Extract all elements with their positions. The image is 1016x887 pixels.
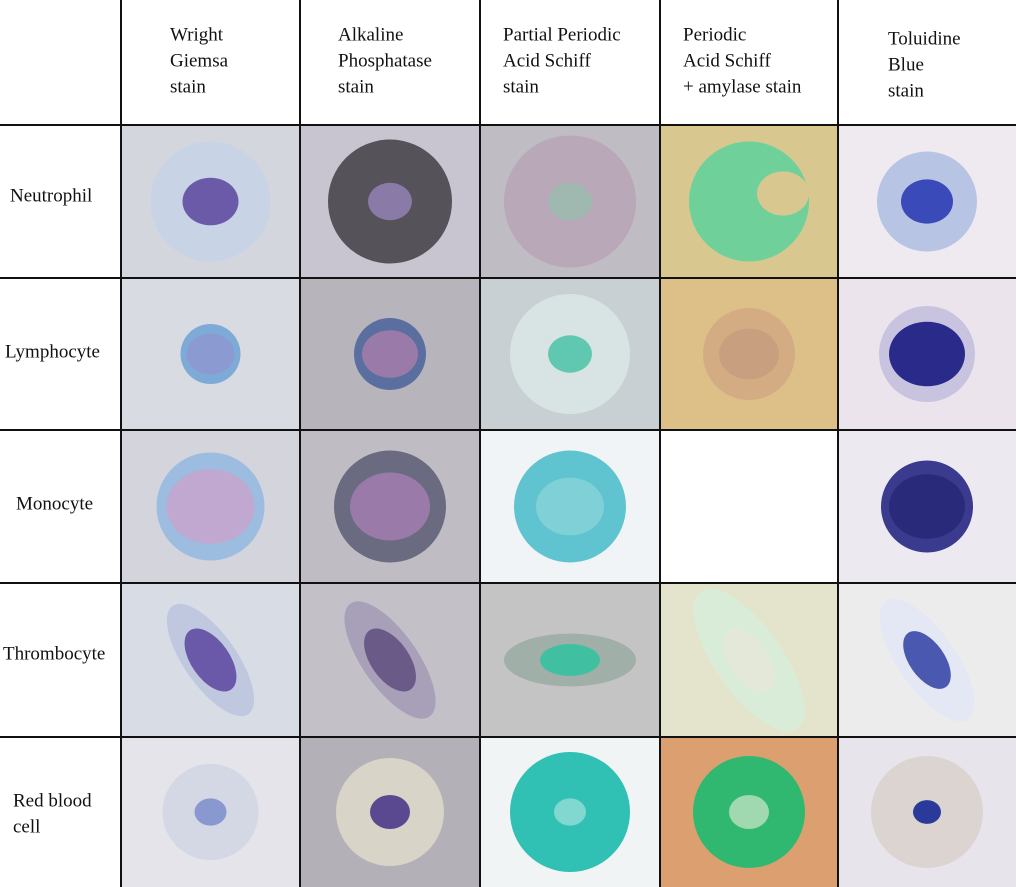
nucleus (548, 335, 592, 373)
column-header: Partial Periodic (503, 24, 621, 45)
micrograph (121, 737, 300, 887)
micrograph (121, 583, 300, 737)
nucleus (540, 644, 600, 676)
nucleus (350, 472, 430, 541)
column-header: stain (888, 80, 924, 101)
micrograph (838, 430, 1016, 583)
micrograph (480, 278, 660, 430)
column-header: Wright (170, 24, 224, 45)
micrograph (838, 583, 1016, 737)
nucleus (370, 795, 410, 829)
nucleus (901, 179, 953, 224)
micrograph (480, 583, 660, 737)
nucleus (723, 628, 775, 692)
column-header: Phosphatase (338, 50, 432, 71)
micrograph (660, 278, 838, 430)
row-label: Red blood (13, 790, 92, 811)
micrograph (838, 125, 1016, 278)
micrograph (300, 583, 480, 737)
nucleus (889, 474, 965, 539)
column-header: stain (503, 76, 539, 97)
column-header: Toluidine (888, 28, 961, 49)
micrograph (660, 737, 838, 887)
column-header: stain (338, 76, 374, 97)
nucleus (194, 798, 227, 826)
micrograph (300, 430, 480, 583)
row-label: Thrombocyte (3, 643, 105, 664)
micrograph (121, 278, 300, 430)
nucleus (889, 321, 965, 387)
nucleus (913, 800, 941, 824)
nucleus (362, 330, 418, 378)
micrograph (300, 737, 480, 887)
labels: Wright Giemsa stain Alkaline Phosphatase stai… (3, 24, 961, 837)
nucleus (554, 798, 586, 826)
micrograph (121, 125, 300, 278)
nucleus (364, 628, 416, 692)
column-header: Blue (888, 54, 924, 75)
nucleus (536, 477, 604, 536)
column-header: Acid Schiff (503, 50, 591, 71)
micrograph (660, 430, 838, 583)
micrograph (838, 278, 1016, 430)
micrograph (660, 125, 838, 278)
row-label: Neutrophil (10, 185, 92, 206)
micrograph-grid (121, 125, 1016, 887)
micrograph (300, 125, 480, 278)
nucleus (182, 177, 239, 226)
row-label: Monocyte (16, 493, 93, 514)
row-label: cell (13, 816, 40, 837)
column-header: Giemsa (170, 50, 229, 71)
nucleus (368, 182, 412, 221)
nucleus (166, 469, 255, 544)
column-header: + amylase stain (683, 76, 802, 97)
nucleus (186, 333, 235, 375)
cytoplasm (689, 141, 809, 262)
nucleus (729, 795, 769, 829)
row-label: Lymphocyte (5, 341, 100, 362)
nucleus (548, 182, 592, 221)
micrograph (121, 430, 300, 583)
nucleus (719, 328, 779, 380)
column-header: Acid Schiff (683, 50, 771, 71)
nucleus (184, 628, 237, 692)
micrograph (300, 278, 480, 430)
micrograph (660, 583, 838, 737)
column-header: stain (170, 76, 206, 97)
column-header: Alkaline (338, 24, 403, 45)
micrograph (838, 737, 1016, 887)
column-header: Periodic (683, 24, 746, 45)
nucleus (903, 631, 951, 689)
nucleus (757, 171, 809, 216)
micrograph (480, 430, 660, 583)
micrograph-blank (660, 430, 838, 583)
micrograph (480, 737, 660, 887)
micrograph (480, 125, 660, 278)
